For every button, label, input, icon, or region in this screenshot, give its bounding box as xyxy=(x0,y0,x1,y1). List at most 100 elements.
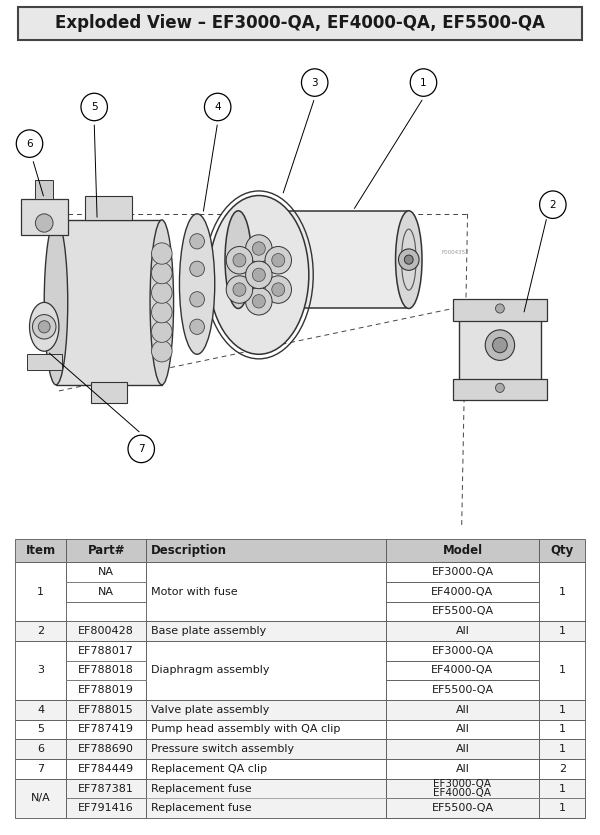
Bar xyxy=(146,739,386,759)
Bar xyxy=(146,700,386,720)
Bar xyxy=(15,739,66,759)
Bar xyxy=(66,582,146,602)
Bar xyxy=(66,720,146,739)
Bar xyxy=(238,210,409,308)
Bar xyxy=(539,779,585,798)
Text: 1: 1 xyxy=(559,744,566,754)
Bar xyxy=(539,539,585,562)
Circle shape xyxy=(152,243,172,264)
Circle shape xyxy=(152,301,172,323)
Bar xyxy=(56,220,162,385)
Text: Qty: Qty xyxy=(551,544,574,557)
Text: EF5500-QA: EF5500-QA xyxy=(431,606,494,616)
Bar xyxy=(386,779,539,818)
Text: EF3000-QA: EF3000-QA xyxy=(433,778,491,788)
Text: 1: 1 xyxy=(37,587,44,597)
Bar xyxy=(386,700,539,720)
Bar xyxy=(386,720,539,739)
Text: Description: Description xyxy=(151,544,227,557)
Bar xyxy=(539,739,585,759)
Bar xyxy=(146,779,386,818)
Bar xyxy=(66,700,146,720)
Text: 2: 2 xyxy=(550,200,556,210)
Bar xyxy=(539,779,585,818)
Bar xyxy=(539,759,585,779)
Circle shape xyxy=(398,249,419,271)
Circle shape xyxy=(32,315,56,339)
Bar xyxy=(146,621,386,641)
Bar xyxy=(20,199,68,235)
Circle shape xyxy=(190,319,205,335)
Circle shape xyxy=(152,321,172,342)
Circle shape xyxy=(272,254,285,267)
Bar xyxy=(26,354,62,370)
Bar xyxy=(66,621,146,641)
Text: Exploded View – EF3000-QA, EF4000-QA, EF5500-QA: Exploded View – EF3000-QA, EF4000-QA, EF… xyxy=(55,14,545,33)
Bar xyxy=(15,700,66,720)
Text: EF787419: EF787419 xyxy=(78,725,134,735)
Bar xyxy=(539,720,585,739)
Circle shape xyxy=(35,214,53,232)
Ellipse shape xyxy=(209,195,309,354)
Ellipse shape xyxy=(179,214,215,354)
Bar xyxy=(539,562,585,621)
Text: N/A: N/A xyxy=(31,793,50,803)
Text: 2: 2 xyxy=(37,626,44,636)
Bar xyxy=(66,681,146,700)
Ellipse shape xyxy=(395,210,422,308)
FancyBboxPatch shape xyxy=(18,7,582,40)
Text: 3: 3 xyxy=(311,78,318,88)
Circle shape xyxy=(152,341,172,362)
Text: 6: 6 xyxy=(26,139,33,149)
Circle shape xyxy=(233,283,246,296)
Circle shape xyxy=(233,254,246,267)
Bar xyxy=(15,759,66,779)
Bar xyxy=(386,798,539,818)
Text: 7: 7 xyxy=(37,764,44,774)
Text: 7: 7 xyxy=(138,444,145,454)
Bar xyxy=(85,195,133,220)
Text: F0004352: F0004352 xyxy=(441,250,469,255)
Circle shape xyxy=(485,330,515,361)
Text: Valve plate assembly: Valve plate assembly xyxy=(151,705,269,715)
Text: Motor with fuse: Motor with fuse xyxy=(151,587,237,597)
Text: All: All xyxy=(455,744,469,754)
Text: 2: 2 xyxy=(559,764,566,774)
Circle shape xyxy=(496,304,505,313)
Circle shape xyxy=(496,383,505,392)
Text: All: All xyxy=(455,764,469,774)
Text: Part#: Part# xyxy=(88,544,125,557)
Bar xyxy=(15,562,66,621)
Text: Replacement QA clip: Replacement QA clip xyxy=(151,764,267,774)
Ellipse shape xyxy=(150,220,173,385)
Bar xyxy=(66,641,146,660)
Text: EF5500-QA: EF5500-QA xyxy=(431,686,494,696)
Text: Item: Item xyxy=(26,544,56,557)
Text: EF788019: EF788019 xyxy=(78,686,134,696)
Text: 3: 3 xyxy=(37,665,44,676)
Circle shape xyxy=(152,262,172,284)
Text: Model: Model xyxy=(442,544,482,557)
Bar xyxy=(386,759,539,779)
Bar xyxy=(66,759,146,779)
Circle shape xyxy=(253,268,265,281)
Ellipse shape xyxy=(29,302,59,352)
Text: 1: 1 xyxy=(559,665,566,676)
Text: 1: 1 xyxy=(559,803,566,813)
Bar xyxy=(15,641,66,700)
Bar xyxy=(66,562,146,582)
Text: 5: 5 xyxy=(37,725,44,735)
Text: Replacement fuse: Replacement fuse xyxy=(151,803,251,813)
Text: 4: 4 xyxy=(214,102,221,112)
Bar xyxy=(66,779,146,798)
Text: Pump head assembly with QA clip: Pump head assembly with QA clip xyxy=(151,725,340,735)
Circle shape xyxy=(265,276,292,303)
Circle shape xyxy=(38,321,50,333)
Circle shape xyxy=(190,291,205,307)
Text: All: All xyxy=(455,626,469,636)
Text: 6: 6 xyxy=(37,744,44,754)
Text: EF4000-QA: EF4000-QA xyxy=(431,587,494,597)
Bar xyxy=(35,180,53,199)
Bar xyxy=(386,779,539,798)
Text: 5: 5 xyxy=(91,102,98,112)
